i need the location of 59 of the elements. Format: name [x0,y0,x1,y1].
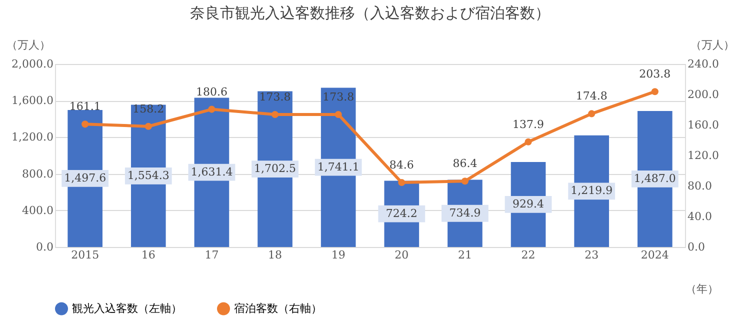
data-label: 173.8 [322,90,354,104]
data-label: 174.8 [576,90,608,103]
point [208,106,216,113]
x-tick-label: 23 [584,248,599,262]
y-tick-label: 1,600.0 [12,94,54,108]
point [271,110,279,118]
data-label: 173.8 [259,90,291,104]
point [82,120,89,128]
data-label: 161.1 [69,100,101,114]
x-tick-label: 22 [521,248,536,262]
data-label: 1,631.4 [190,165,233,178]
point [461,178,469,185]
y-axis-title: （万人） [6,38,50,52]
y2-tick-label: 120.0 [688,149,719,162]
data-label: 1,487.0 [634,172,676,185]
data-label: 929.4 [512,197,544,210]
y2-tick-label: 200.0 [688,88,719,101]
point [588,110,596,118]
data-label: 1,554.3 [127,168,170,182]
y2-tick-label: 0.0 [688,240,705,254]
data-label: 734.9 [449,206,481,220]
y-tick-label: 400.0 [22,204,54,217]
y-tick-label: 0.0 [36,240,54,254]
x-tick-label: 19 [331,248,346,262]
point [524,138,532,146]
data-label: 203.8 [639,68,671,81]
chart-title: 奈良市観光入込客数推移（入込客数および宿泊客数） [190,4,550,22]
y2-axis-title: （万人） [690,38,734,52]
x-tick-label: 16 [141,248,156,262]
y-tick-label: 1,200.0 [12,130,54,144]
y-tick-label: 800.0 [22,167,54,180]
y2-tick-label: 40.0 [688,210,712,223]
data-label: 180.6 [196,85,228,98]
x-tick-label: 2024 [640,248,669,262]
data-label: 1,702.5 [254,162,296,176]
data-label: 86.4 [452,157,478,170]
point [334,110,342,118]
x-tick-label: 2015 [71,248,100,262]
legend-label: 宿泊客数（右軸） [234,302,322,315]
y-tick-label: 2,000.0 [12,58,54,70]
data-label: 137.9 [512,118,544,131]
data-label: 1,497.6 [64,171,106,184]
data-label: 84.6 [389,158,414,172]
x-tick-label: 18 [268,248,282,262]
x-tick-label: 21 [458,248,472,262]
point [144,122,152,130]
y2-tick-label: 80.0 [688,180,712,192]
point [398,178,406,186]
x-tick-label: 20 [394,248,409,262]
data-label: 724.2 [386,206,418,220]
data-label: 158.2 [132,102,164,116]
point [651,88,658,96]
x-axis-title: （年） [686,282,718,296]
y2-tick-label: 240.0 [688,58,719,70]
data-label: 1,219.9 [570,184,613,198]
legend-label: 観光入込客数（左軸） [72,302,182,315]
y2-tick-label: 160.0 [688,118,719,132]
x-tick-label: 17 [204,248,219,262]
data-label: 1,741.1 [317,160,360,174]
